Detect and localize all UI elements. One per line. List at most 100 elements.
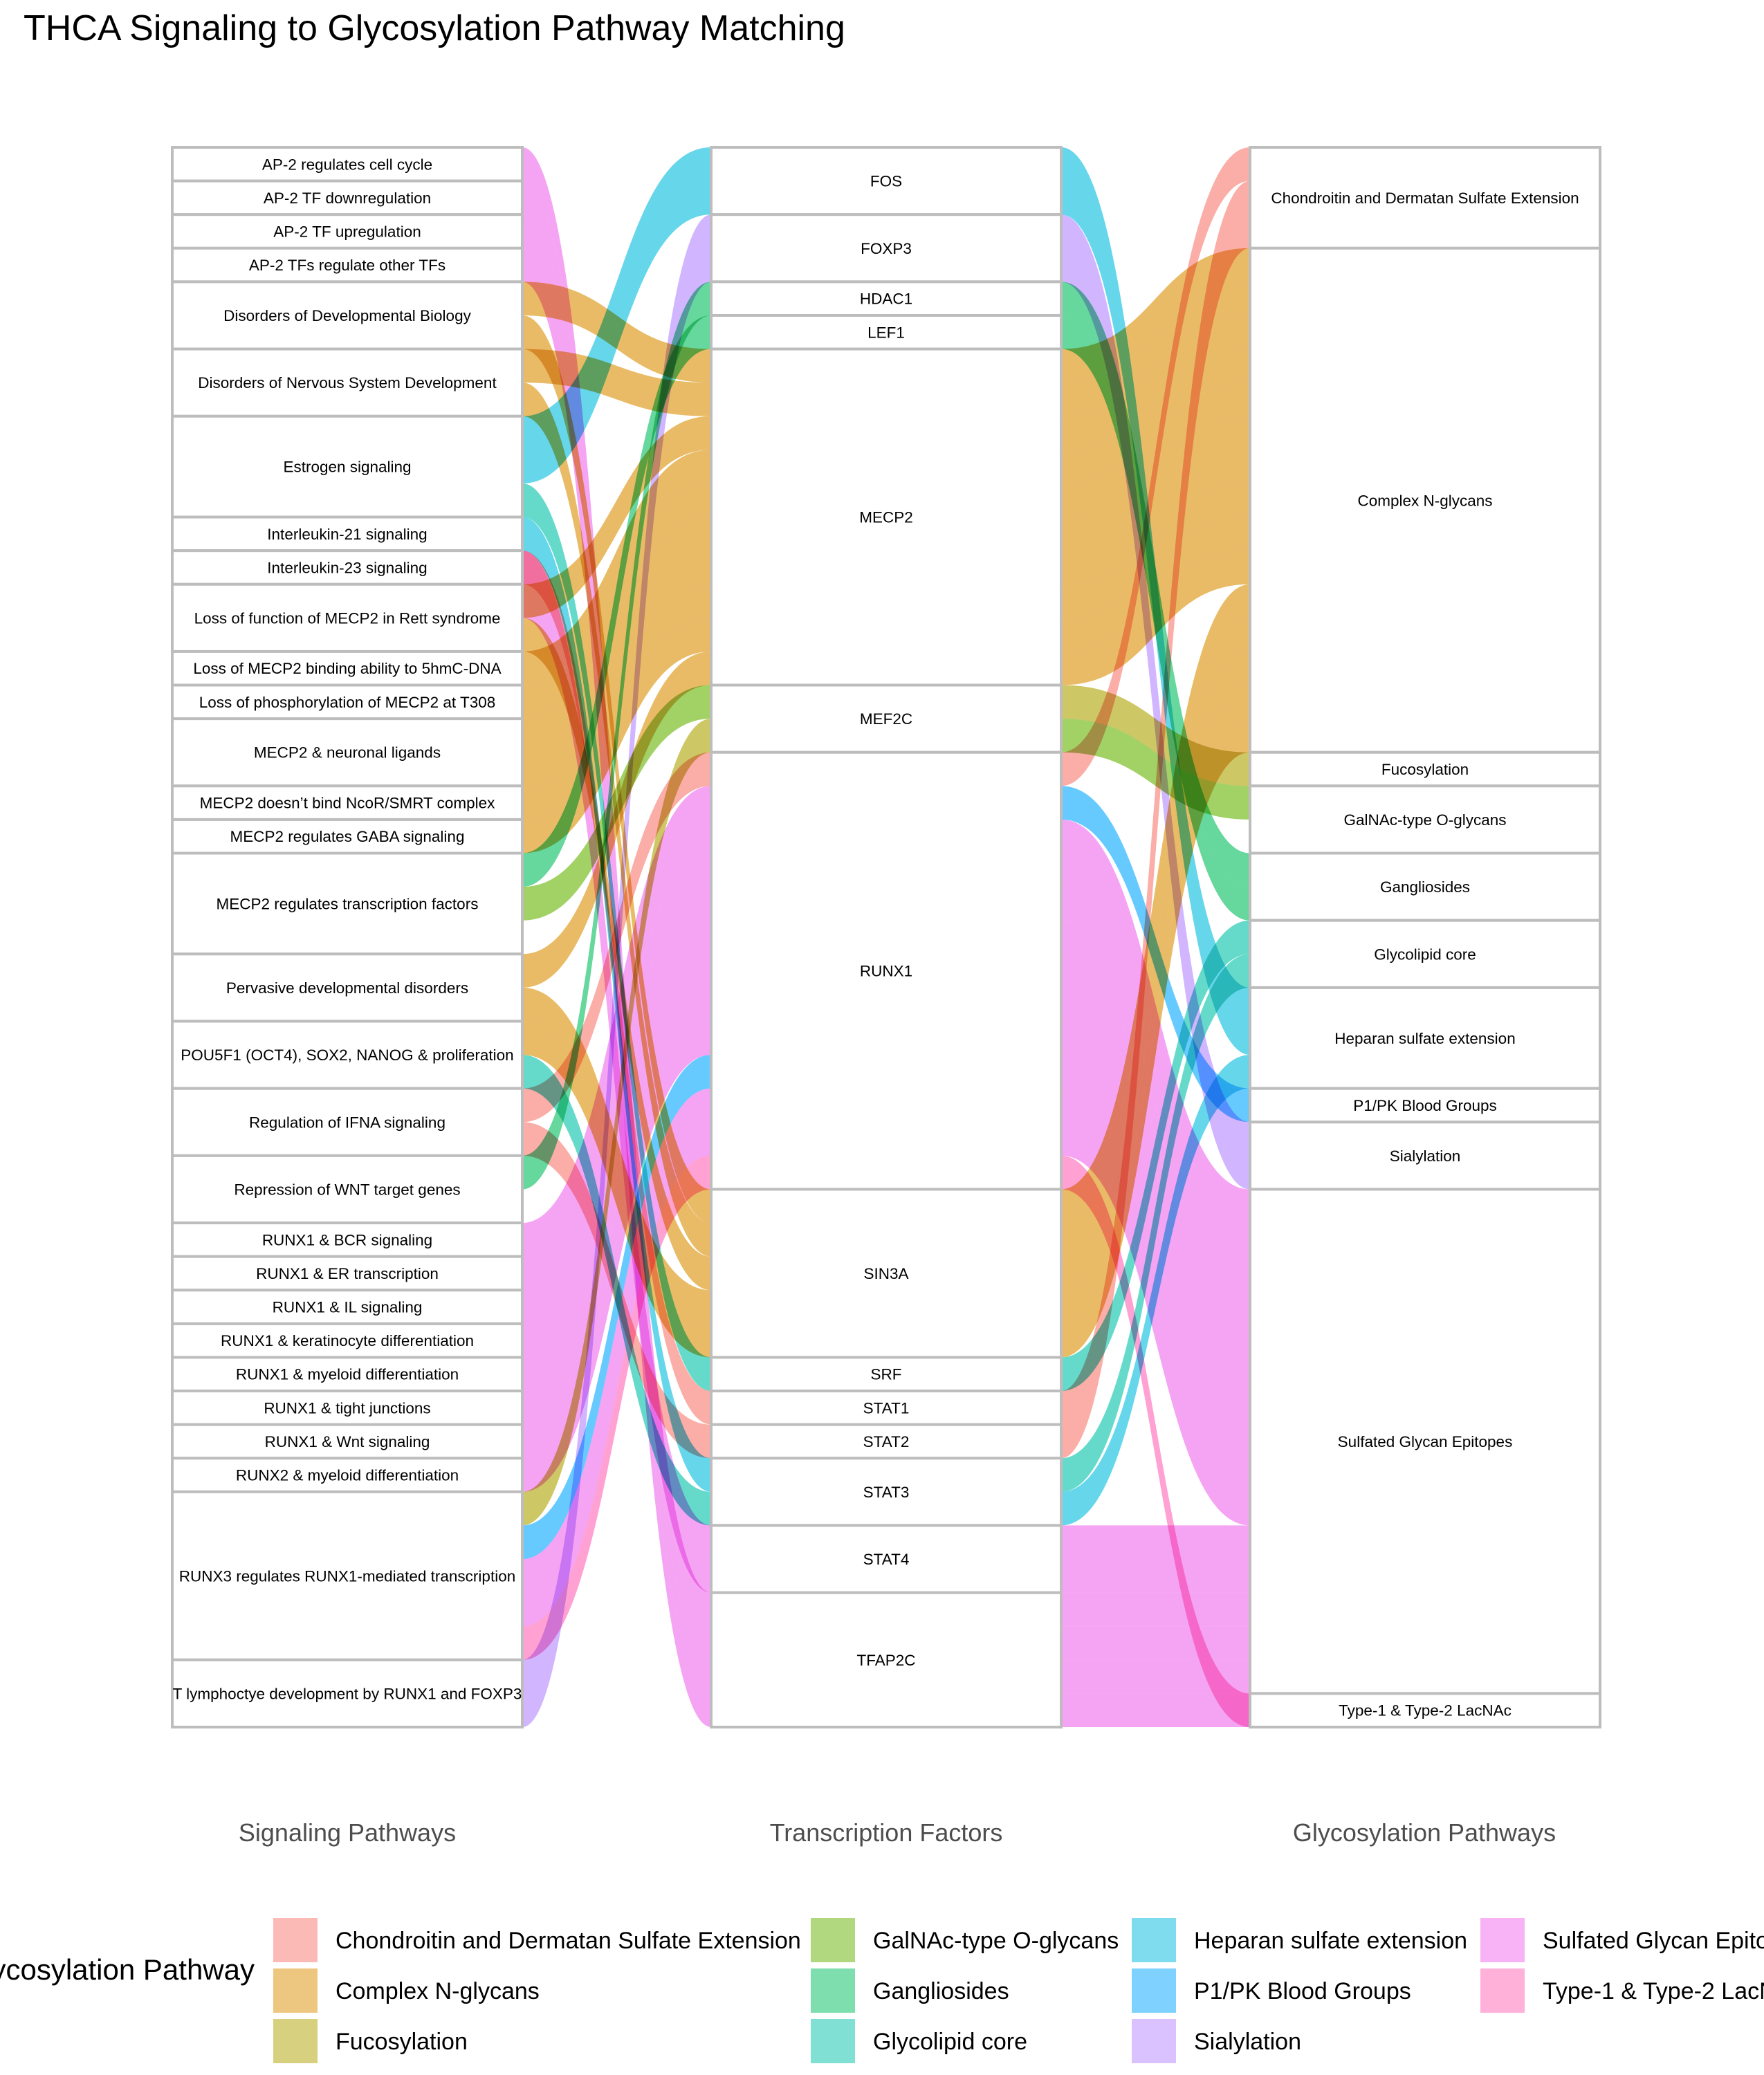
legend-key-chondroitin-and-dermatan-sulfate-extension bbox=[273, 1918, 318, 1962]
signaling-node-label: Repression of WNT target genes bbox=[234, 1181, 460, 1198]
signaling-node-runx1-myeloid-differentiation: RUNX1 & myeloid differentiation bbox=[171, 1356, 524, 1393]
legend-label-fucosylation: Fucosylation bbox=[336, 2029, 468, 2055]
flow-mecp2-doesn-t-bind-ncor-smrt-complex-to-mecp2 bbox=[522, 584, 711, 820]
flow-runx1-wnt-signaling-to-runx1 bbox=[522, 987, 711, 1459]
tf-node-lef1: LEF1 bbox=[710, 313, 1063, 351]
flow-sin3a-to-complex-n-glycans bbox=[1061, 685, 1250, 1324]
flow-tfap2c-to-sulfated-glycan-epitopes bbox=[1061, 1659, 1250, 1694]
legend-label-p1-pk-blood-groups: P1/PK Blood Groups bbox=[1194, 1978, 1411, 2004]
flow-sin3a-to-complex-n-glycans bbox=[1061, 584, 1250, 1224]
signaling-node-label: RUNX1 & keratinocyte differentiation bbox=[221, 1332, 474, 1349]
flow-mecp2-regulates-gaba-signaling-to-mecp2 bbox=[522, 618, 711, 854]
flow-runx1-to-sulfated-glycan-epitopes bbox=[1061, 987, 1250, 1392]
glyco-node-box bbox=[1249, 784, 1601, 855]
glyco-node-label: Complex N-glycans bbox=[1357, 492, 1492, 509]
tf-node-stat1: STAT1 bbox=[710, 1390, 1063, 1426]
flow-stat1-to-chondroitin-and-dermatan-sulfate-extension bbox=[1061, 181, 1250, 1425]
signaling-node-box bbox=[171, 1423, 524, 1460]
signaling-node-label: RUNX3 regulates RUNX1-mediated transcrip… bbox=[179, 1567, 515, 1585]
flow-runx1-keratinocyte-differentiation-to-runx1 bbox=[522, 887, 711, 1358]
signaling-node-box bbox=[171, 549, 524, 586]
signaling-node-box bbox=[171, 515, 524, 553]
flow-stat2-to-chondroitin-and-dermatan-sulfate-extension bbox=[1061, 214, 1250, 1459]
tf-node-label: SIN3A bbox=[863, 1265, 908, 1282]
flows-layer bbox=[522, 147, 1250, 1728]
legend-key-fucosylation bbox=[273, 2019, 318, 2063]
signaling-node-label: Loss of MECP2 binding ability to 5hmC-DN… bbox=[193, 660, 501, 677]
signaling-node-label: Pervasive developmental disorders bbox=[226, 979, 468, 997]
glyco-node-box bbox=[1249, 1188, 1601, 1695]
flow-stat3-to-heparan-sulfate-extension bbox=[1061, 1055, 1250, 1526]
glyco-node-label: Chondroitin and Dermatan Sulfate Extensi… bbox=[1271, 190, 1579, 207]
glyco-node-label: Sialylation bbox=[1390, 1147, 1461, 1165]
signaling-node-pou5f1-oct4-sox2-nanog-proliferation: POU5F1 (OCT4), SOX2, NANOG & proliferati… bbox=[171, 1020, 524, 1090]
signaling-node-label: T lymphoctye development by RUNX1 and FO… bbox=[173, 1685, 522, 1702]
tf-node-box bbox=[710, 750, 1063, 1191]
signaling-node-label: Loss of function of MECP2 in Rett syndro… bbox=[194, 609, 501, 627]
tf-node-mecp2: MECP2 bbox=[710, 347, 1063, 687]
signaling-node-repression-of-wnt-target-genes: Repression of WNT target genes bbox=[171, 1154, 524, 1225]
signaling-node-runx1-er-transcription: RUNX1 & ER transcription bbox=[171, 1255, 524, 1292]
signaling-node-box bbox=[171, 1490, 524, 1661]
signaling-node-ap-2-tf-downregulation: AP-2 TF downregulation bbox=[171, 179, 524, 216]
tf-node-label: MECP2 bbox=[859, 509, 913, 526]
signaling-node-box bbox=[171, 582, 524, 653]
signaling-node-t-lymphoctye-development-by-runx1-and-foxp3: T lymphoctye development by RUNX1 and FO… bbox=[171, 1658, 524, 1729]
signaling-node-label: AP-2 TF upregulation bbox=[273, 223, 421, 240]
flow-foxp3-to-sialylation bbox=[1061, 214, 1250, 1190]
legend-label-sialylation: Sialylation bbox=[1194, 2029, 1301, 2055]
flow-mecp2-to-complex-n-glycans bbox=[1061, 248, 1250, 383]
flow-loss-of-phosphorylation-of-mecp2-at-t308-to-mecp2 bbox=[522, 483, 711, 719]
signaling-node-mecp2-regulates-transcription-factors: MECP2 regulates transcription factors bbox=[171, 851, 524, 956]
tf-node-sin3a: SIN3A bbox=[710, 1188, 1063, 1359]
flow-runx1-to-chondroitin-and-dermatan-sulfate-extension bbox=[1061, 147, 1250, 786]
tf-node-box bbox=[710, 1356, 1063, 1393]
tf-node-stat3: STAT3 bbox=[710, 1457, 1063, 1527]
tf-node-label: RUNX1 bbox=[860, 963, 912, 980]
tf-node-fos: FOS bbox=[710, 146, 1063, 216]
tf-node-box bbox=[710, 313, 1063, 351]
flow-runx1-to-sulfated-glycan-epitopes bbox=[1061, 920, 1250, 1324]
tf-node-box bbox=[710, 1524, 1063, 1594]
signaling-node-box bbox=[171, 1322, 524, 1359]
glyco-node-galnac-type-o-glycans: GalNAc-type O-glycans bbox=[1249, 784, 1601, 855]
signaling-node-box bbox=[171, 1289, 524, 1325]
signaling-node-label: AP-2 regulates cell cycle bbox=[262, 156, 432, 173]
tf-node-runx1: RUNX1 bbox=[710, 750, 1063, 1191]
glyco-node-label: GalNAc-type O-glycans bbox=[1343, 811, 1506, 829]
glyco-node-gangliosides: Gangliosides bbox=[1249, 851, 1601, 922]
signaling-node-label: Loss of phosphorylation of MECP2 at T308 bbox=[199, 694, 496, 711]
flow-mecp2-to-complex-n-glycans bbox=[1061, 416, 1250, 584]
legend-label-glycolipid-core: Glycolipid core bbox=[873, 2029, 1027, 2055]
glyco-node-box bbox=[1249, 919, 1601, 989]
glyco-node-box bbox=[1249, 851, 1601, 922]
glyco-node-label: P1/PK Blood Groups bbox=[1353, 1097, 1497, 1114]
signaling-node-box bbox=[171, 952, 524, 1023]
signaling-node-label: Regulation of IFNA signaling bbox=[249, 1114, 445, 1131]
glyco-node-box bbox=[1249, 246, 1601, 754]
signaling-node-box bbox=[171, 717, 524, 788]
signaling-node-loss-of-phosphorylation-of-mecp2-at-t308: Loss of phosphorylation of MECP2 at T308 bbox=[171, 683, 524, 721]
signaling-node-box bbox=[171, 1221, 524, 1258]
flow-tfap2c-to-sulfated-glycan-epitopes bbox=[1061, 1626, 1250, 1660]
signaling-node-label: RUNX1 & Wnt signaling bbox=[265, 1433, 430, 1450]
legend-key-gangliosides bbox=[811, 1968, 855, 2013]
signaling-node-label: MECP2 regulates GABA signaling bbox=[230, 828, 465, 845]
axis-label-transcription-factors: Transcription Factors bbox=[770, 1818, 1003, 1847]
flow-sin3a-to-complex-n-glycans bbox=[1061, 618, 1250, 1257]
legend-key-heparan-sulfate-extension bbox=[1132, 1918, 1176, 1962]
legend-label-gangliosides: Gangliosides bbox=[873, 1978, 1009, 2004]
flow-loss-of-function-of-mecp2-in-rett-syndrome-to-mecp2 bbox=[522, 416, 711, 618]
tf-node-mef2c: MEF2C bbox=[710, 683, 1063, 754]
legend-key-complex-n-glycans bbox=[273, 1968, 318, 2013]
flow-stat4-to-sulfated-glycan-epitopes bbox=[1061, 1559, 1250, 1593]
glyco-node-label: Fucosylation bbox=[1381, 761, 1469, 778]
glyco-node-label: Gangliosides bbox=[1380, 878, 1470, 896]
tf-node-label: MEF2C bbox=[860, 710, 912, 728]
signaling-node-label: RUNX2 & myeloid differentiation bbox=[236, 1467, 459, 1484]
flow-ap-2-tf-upregulation-to-tfap2c bbox=[522, 214, 711, 1694]
tf-node-label: FOXP3 bbox=[861, 240, 912, 257]
signaling-node-box bbox=[171, 347, 524, 418]
tf-node-box bbox=[710, 1188, 1063, 1359]
flow-srf-to-glycolipid-core bbox=[1061, 920, 1250, 1392]
